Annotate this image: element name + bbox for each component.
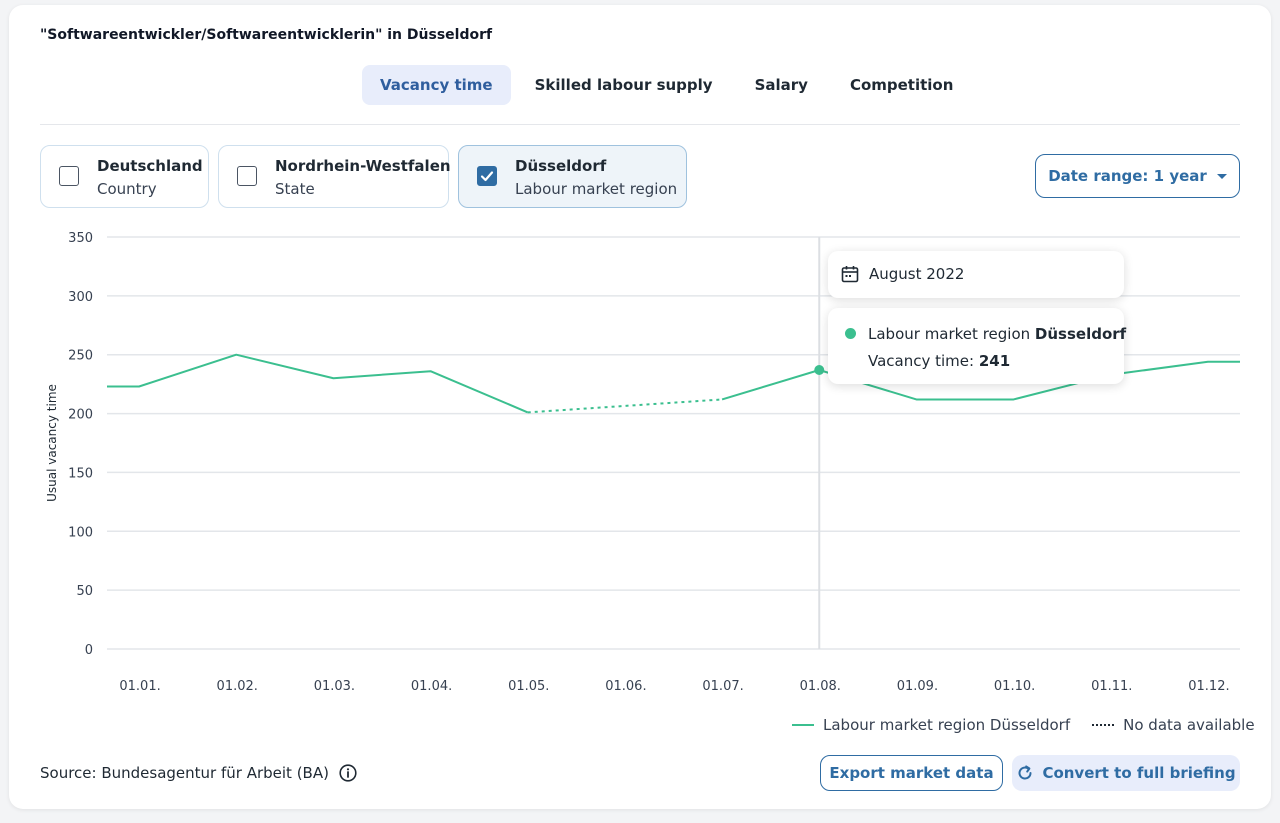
- calendar-icon: [841, 266, 859, 283]
- series-dot: [845, 328, 856, 339]
- convert-button-label: Convert to full briefing: [1042, 764, 1236, 782]
- checkbox[interactable]: [237, 166, 257, 186]
- x-tick-label: 01.12.: [1188, 679, 1229, 694]
- tooltip-value: Labour market region Düsseldorf Vacancy …: [828, 308, 1126, 384]
- tab-competition[interactable]: Competition: [849, 76, 954, 94]
- y-axis-label: Usual vacancy time: [45, 384, 59, 502]
- region-option-nordrhein-westfalen[interactable]: Nordrhein-Westfalen State: [218, 145, 451, 208]
- x-tick-label: 01.09.: [897, 679, 938, 694]
- chart-card: [9, 5, 1271, 809]
- tooltip-series-prefix: Labour market region: [868, 325, 1031, 343]
- y-tick-label: 150: [68, 466, 93, 481]
- tab-bar: Vacancy time Skilled labour supply Salar…: [362, 65, 977, 105]
- source-text: Source: Bundesagentur für Arbeit (BA): [40, 764, 329, 782]
- x-tick-label: 01.08.: [800, 679, 841, 694]
- tab-salary[interactable]: Salary: [754, 76, 808, 94]
- region-type: Labour market region: [515, 180, 678, 198]
- export-market-data-button[interactable]: Export market data: [820, 755, 1003, 791]
- y-tick-label: 350: [68, 231, 93, 246]
- tooltip-date-text: August 2022: [869, 265, 965, 283]
- tooltip-date: August 2022: [828, 251, 1124, 298]
- export-button-label: Export market data: [829, 764, 994, 782]
- y-tick-label: 50: [76, 584, 93, 599]
- x-tick-label: 01.10.: [994, 679, 1035, 694]
- x-tick-label: 01.06.: [605, 679, 646, 694]
- x-tick-label: 01.05.: [508, 679, 549, 694]
- highlight-point: [814, 365, 825, 376]
- page-title: "Softwareentwickler/Softwareentwicklerin…: [40, 27, 493, 43]
- tooltip-value-line: Vacancy time: 241: [868, 352, 1010, 370]
- tooltip-value-label: Vacancy time:: [868, 352, 975, 370]
- legend-swatch-solid: [792, 724, 814, 726]
- x-tick-label: 01.01.: [119, 679, 160, 694]
- divider: [40, 124, 1240, 125]
- convert-to-full-briefing-button[interactable]: Convert to full briefing: [1012, 755, 1240, 791]
- series-line: [107, 353, 529, 414]
- y-tick-label: 300: [68, 290, 93, 305]
- tooltip-value-number: 241: [978, 352, 1011, 370]
- tab-vacancy-time[interactable]: Vacancy time: [362, 65, 511, 105]
- region-name: Nordrhein-Westfalen: [275, 157, 451, 175]
- region-option-deutschland[interactable]: Deutschland Country: [40, 145, 209, 208]
- checkbox[interactable]: [59, 166, 79, 186]
- tooltip-series: Labour market region Düsseldorf: [868, 325, 1126, 343]
- info-icon[interactable]: [339, 764, 357, 782]
- tooltip-series-region: Düsseldorf: [1034, 325, 1127, 343]
- refresh-icon: [1018, 765, 1032, 780]
- checkbox-checked[interactable]: [477, 166, 497, 186]
- check-icon: [480, 171, 494, 182]
- x-tick-label: 01.07.: [702, 679, 743, 694]
- caret-down-icon: [1216, 173, 1227, 179]
- legend-no-data-label: No data available: [1123, 716, 1255, 734]
- date-range-label: Date range: 1 year: [1048, 167, 1207, 185]
- region-type: State: [275, 180, 315, 198]
- y-tick-label: 200: [68, 408, 93, 423]
- y-tick-label: 250: [68, 349, 93, 364]
- legend-swatch-dotted: [1092, 724, 1115, 726]
- x-tick-label: 01.02.: [217, 679, 258, 694]
- series-line-no-data: [527, 398, 723, 414]
- y-tick-label: 100: [68, 525, 93, 540]
- source-note: Source: Bundesagentur für Arbeit (BA): [40, 764, 357, 782]
- y-tick-label: 0: [85, 643, 93, 658]
- legend-series-label: Labour market region Düsseldorf: [823, 716, 1071, 734]
- region-name: Düsseldorf: [515, 157, 607, 175]
- tab-skilled-labour-supply[interactable]: Skilled labour supply: [534, 76, 713, 94]
- x-tick-label: 01.03.: [314, 679, 355, 694]
- date-range-dropdown[interactable]: Date range: 1 year: [1035, 154, 1240, 198]
- chart-legend: Labour market region Düsseldorf No data …: [792, 716, 1255, 734]
- x-tick-label: 01.04.: [411, 679, 452, 694]
- region-type: Country: [97, 180, 157, 198]
- region-option-duesseldorf[interactable]: Düsseldorf Labour market region: [458, 145, 687, 208]
- region-name: Deutschland: [97, 157, 203, 175]
- x-tick-label: 01.11.: [1091, 679, 1132, 694]
